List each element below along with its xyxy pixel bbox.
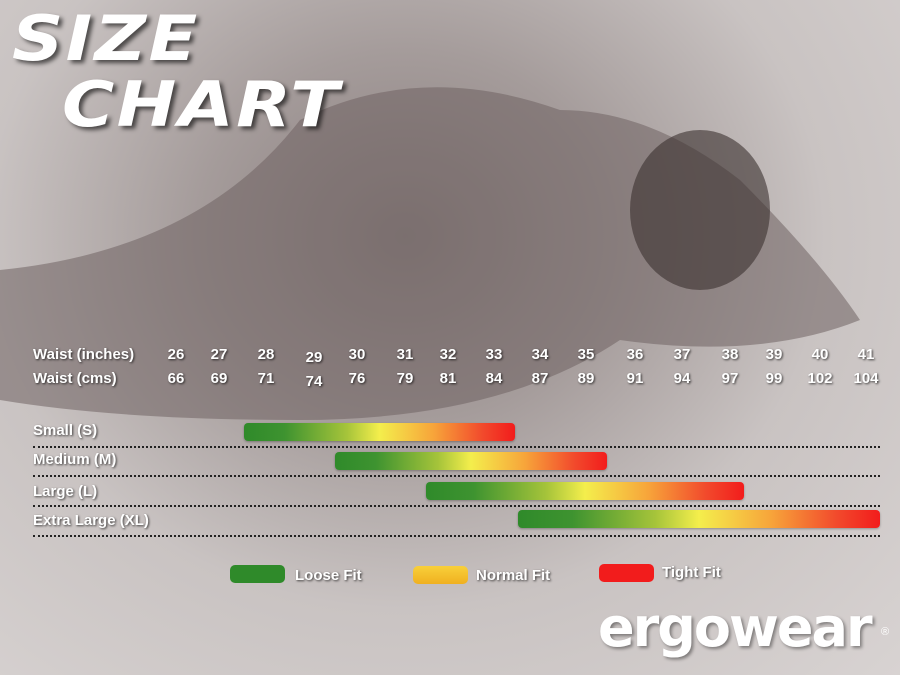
waist-inches-value: 31	[396, 346, 414, 363]
waist-cms-value: 71	[257, 370, 275, 387]
waist-cms-value: 79	[396, 370, 414, 387]
waist-cms-value: 87	[531, 370, 549, 387]
waist-inches-value: 37	[673, 346, 691, 363]
waist-cms-value: 99	[765, 370, 783, 387]
divider	[33, 535, 880, 537]
waist-inches-value: 33	[485, 346, 503, 363]
waist-cms-value: 104	[853, 370, 879, 387]
legend-swatch-normal	[413, 566, 468, 584]
title-line-2: CHART	[62, 68, 342, 141]
size-range-bar	[244, 423, 515, 441]
row-label-cms: Waist (cms)	[33, 370, 117, 387]
waist-cms-value: 66	[167, 370, 185, 387]
size-range-bar	[426, 482, 744, 500]
divider	[33, 505, 880, 507]
divider	[33, 475, 880, 477]
waist-cms-value: 76	[348, 370, 366, 387]
waist-inches-value: 34	[531, 346, 549, 363]
waist-cms-value: 69	[210, 370, 228, 387]
waist-inches-value: 30	[348, 346, 366, 363]
waist-cms-value: 91	[626, 370, 644, 387]
waist-cms-value: 74	[305, 373, 323, 390]
waist-inches-value: 26	[167, 346, 185, 363]
size-range-bar	[335, 452, 607, 470]
divider	[33, 446, 880, 448]
waist-inches-value: 32	[439, 346, 457, 363]
waist-inches-value: 39	[765, 346, 783, 363]
waist-cms-value: 81	[439, 370, 457, 387]
waist-inches-value: 29	[305, 349, 323, 366]
waist-cms-value: 102	[807, 370, 833, 387]
registered-mark: ®	[881, 626, 890, 638]
legend-label-loose: Loose Fit	[295, 567, 362, 584]
waist-inches-value: 28	[257, 346, 275, 363]
legend-label-tight: Tight Fit	[662, 564, 721, 581]
size-label-small: Small (S)	[33, 422, 98, 439]
size-label-large: Large (L)	[33, 483, 98, 500]
waist-cms-value: 84	[485, 370, 503, 387]
size-label-medium: Medium (M)	[33, 451, 117, 468]
waist-inches-value: 35	[577, 346, 595, 363]
legend-label-normal: Normal Fit	[476, 567, 551, 584]
ergowear-logo: ergowear	[598, 596, 873, 659]
waist-cms-value: 97	[721, 370, 739, 387]
waist-inches-value: 41	[857, 346, 875, 363]
waist-inches-value: 40	[811, 346, 829, 363]
waist-inches-value: 36	[626, 346, 644, 363]
waist-cms-value: 94	[673, 370, 691, 387]
size-label-xl: Extra Large (XL)	[33, 512, 149, 529]
waist-cms-value: 89	[577, 370, 595, 387]
row-label-inches: Waist (inches)	[33, 346, 135, 363]
title-line-1: SIZE	[12, 2, 200, 75]
waist-inches-value: 38	[721, 346, 739, 363]
size-range-bar	[518, 510, 880, 528]
legend-swatch-tight	[599, 564, 654, 582]
legend-swatch-loose	[230, 565, 285, 583]
waist-inches-value: 27	[210, 346, 228, 363]
